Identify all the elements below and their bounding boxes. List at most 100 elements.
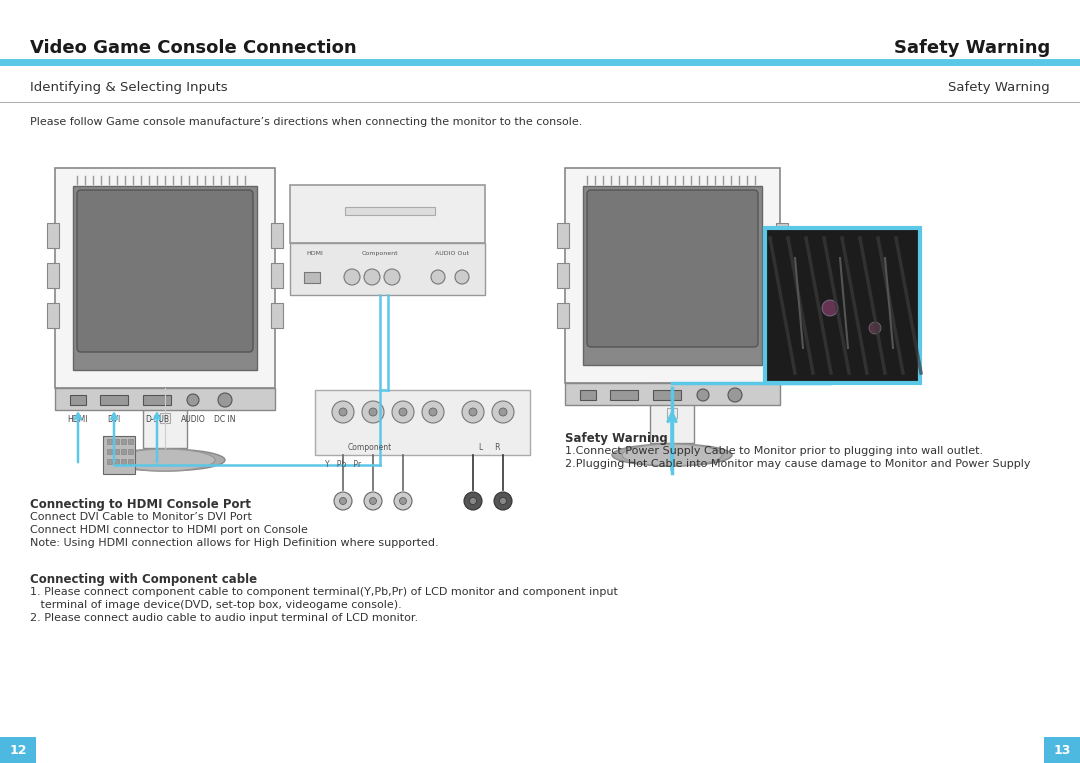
Circle shape bbox=[332, 401, 354, 423]
Bar bbox=[765, 228, 920, 383]
Circle shape bbox=[728, 388, 742, 402]
Bar bbox=[777, 263, 788, 288]
Circle shape bbox=[369, 408, 377, 416]
Circle shape bbox=[362, 401, 384, 423]
Bar bbox=[143, 395, 171, 405]
Bar bbox=[129, 439, 133, 444]
Bar bbox=[114, 449, 119, 454]
Bar bbox=[565, 383, 780, 405]
Bar bbox=[565, 168, 780, 383]
Bar bbox=[0, 737, 36, 763]
Bar bbox=[107, 449, 112, 454]
Circle shape bbox=[364, 492, 382, 510]
Ellipse shape bbox=[105, 449, 225, 471]
Circle shape bbox=[399, 408, 407, 416]
Bar bbox=[48, 263, 59, 288]
Bar bbox=[557, 303, 569, 328]
Circle shape bbox=[345, 269, 360, 285]
Text: Safety Warning: Safety Warning bbox=[894, 39, 1050, 57]
Circle shape bbox=[869, 322, 881, 334]
Bar bbox=[271, 263, 283, 288]
Bar bbox=[100, 395, 129, 405]
Bar bbox=[129, 459, 133, 464]
Circle shape bbox=[462, 401, 484, 423]
Circle shape bbox=[822, 300, 838, 316]
Bar bbox=[557, 263, 569, 288]
Circle shape bbox=[697, 389, 708, 401]
Text: Connecting to HDMI Console Port: Connecting to HDMI Console Port bbox=[30, 498, 251, 511]
Circle shape bbox=[394, 492, 411, 510]
Text: AUDIO Out: AUDIO Out bbox=[435, 251, 469, 256]
Bar bbox=[107, 439, 112, 444]
Bar bbox=[1044, 737, 1080, 763]
Circle shape bbox=[470, 497, 476, 504]
Bar bbox=[315, 390, 530, 455]
Bar bbox=[291, 243, 485, 295]
Ellipse shape bbox=[612, 444, 732, 466]
Text: HDMI: HDMI bbox=[307, 251, 323, 256]
Bar bbox=[650, 383, 694, 443]
Bar bbox=[583, 186, 762, 365]
Bar bbox=[557, 223, 569, 248]
Text: DVI: DVI bbox=[107, 415, 121, 424]
Text: AUDIO: AUDIO bbox=[180, 415, 205, 424]
Text: 2. Please connect audio cable to audio input terminal of LCD monitor.: 2. Please connect audio cable to audio i… bbox=[30, 613, 418, 623]
Text: Component: Component bbox=[348, 443, 392, 452]
Circle shape bbox=[339, 497, 347, 504]
Text: D-SUB: D-SUB bbox=[145, 415, 168, 424]
Circle shape bbox=[455, 270, 469, 284]
Text: Connecting with Component cable: Connecting with Component cable bbox=[30, 573, 257, 586]
Bar bbox=[48, 223, 59, 248]
Bar bbox=[121, 439, 126, 444]
Bar bbox=[303, 272, 320, 283]
Bar bbox=[55, 168, 275, 388]
Circle shape bbox=[334, 492, 352, 510]
Bar bbox=[121, 459, 126, 464]
Text: Safety Warning: Safety Warning bbox=[948, 82, 1050, 95]
Bar bbox=[610, 390, 638, 400]
Text: Connect HDMI connector to HDMI port on Console: Connect HDMI connector to HDMI port on C… bbox=[30, 525, 308, 535]
Bar bbox=[114, 439, 119, 444]
Bar bbox=[55, 388, 275, 410]
Text: Note: Using HDMI connection allows for High Definition where supported.: Note: Using HDMI connection allows for H… bbox=[30, 538, 438, 548]
FancyBboxPatch shape bbox=[588, 190, 758, 347]
Bar bbox=[70, 395, 86, 405]
Text: 13: 13 bbox=[1053, 743, 1070, 756]
Text: 12: 12 bbox=[10, 743, 27, 756]
Text: Y   Pb   Pr: Y Pb Pr bbox=[325, 460, 361, 469]
Text: 1.Connect Power Supply Cable to Monitor prior to plugging into wall outlet.: 1.Connect Power Supply Cable to Monitor … bbox=[565, 446, 983, 456]
Text: Identifying & Selecting Inputs: Identifying & Selecting Inputs bbox=[30, 82, 228, 95]
Circle shape bbox=[400, 497, 406, 504]
Text: terminal of image device(DVD, set-top box, videogame console).: terminal of image device(DVD, set-top bo… bbox=[30, 600, 402, 610]
Bar bbox=[271, 303, 283, 328]
Bar bbox=[271, 223, 283, 248]
Circle shape bbox=[392, 401, 414, 423]
Circle shape bbox=[187, 394, 199, 406]
Bar bbox=[291, 185, 485, 243]
Bar bbox=[777, 303, 788, 328]
Bar bbox=[653, 390, 681, 400]
Circle shape bbox=[218, 393, 232, 407]
Circle shape bbox=[464, 492, 482, 510]
Circle shape bbox=[499, 497, 507, 504]
Bar bbox=[73, 186, 257, 370]
Bar bbox=[107, 459, 112, 464]
Bar bbox=[129, 449, 133, 454]
Ellipse shape bbox=[114, 449, 215, 471]
Bar bbox=[114, 459, 119, 464]
Circle shape bbox=[369, 497, 377, 504]
Text: Safety Warning: Safety Warning bbox=[565, 432, 667, 445]
Bar bbox=[48, 303, 59, 328]
Text: L     R: L R bbox=[480, 443, 501, 452]
Bar bbox=[143, 388, 187, 448]
Bar bbox=[667, 408, 677, 418]
Text: Connect DVI Cable to Monitor’s DVI Port: Connect DVI Cable to Monitor’s DVI Port bbox=[30, 512, 252, 522]
Circle shape bbox=[492, 401, 514, 423]
Text: 1. Please connect component cable to component terminal(Y,Pb,Pr) of LCD monitor : 1. Please connect component cable to com… bbox=[30, 587, 618, 597]
Bar bbox=[121, 449, 126, 454]
Text: DC IN: DC IN bbox=[214, 415, 235, 424]
Bar bbox=[160, 413, 170, 423]
Bar bbox=[345, 207, 435, 215]
Circle shape bbox=[422, 401, 444, 423]
Text: Component: Component bbox=[362, 251, 399, 256]
